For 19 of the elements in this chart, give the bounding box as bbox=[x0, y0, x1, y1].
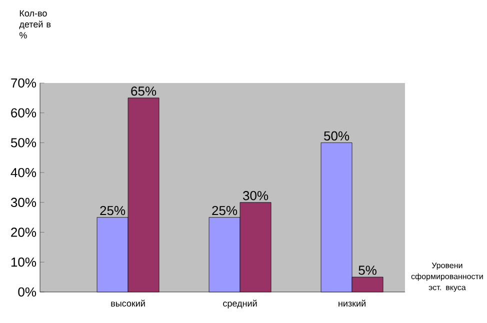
x-tick-label: высокий bbox=[111, 300, 145, 307]
y-tick-label: 0% bbox=[18, 287, 36, 297]
x-tick-label: низкий bbox=[338, 300, 366, 307]
y-tick-label: 60% bbox=[11, 108, 36, 118]
y-tick-label: 70% bbox=[11, 78, 36, 88]
y-tick-label: 20% bbox=[11, 228, 36, 237]
data-label: 25% bbox=[100, 206, 126, 216]
y-tick-label: 30% bbox=[10, 198, 36, 208]
y-tick-label: 40% bbox=[10, 168, 36, 178]
x-tick-label: средний bbox=[223, 300, 257, 308]
data-label: 65% bbox=[131, 86, 156, 96]
data-label: 30% bbox=[243, 191, 268, 200]
y-tick-label: 10% bbox=[11, 258, 36, 267]
data-label: 5% bbox=[358, 266, 376, 275]
data-label: 25% bbox=[212, 206, 238, 216]
y-tick-label: 50% bbox=[10, 138, 36, 148]
data-label: 50% bbox=[324, 131, 350, 141]
y-axis-title: Кол-во детей в % bbox=[19, 10, 51, 38]
x-axis-title: Уровени сформированности эст. вкуса bbox=[411, 262, 483, 292]
